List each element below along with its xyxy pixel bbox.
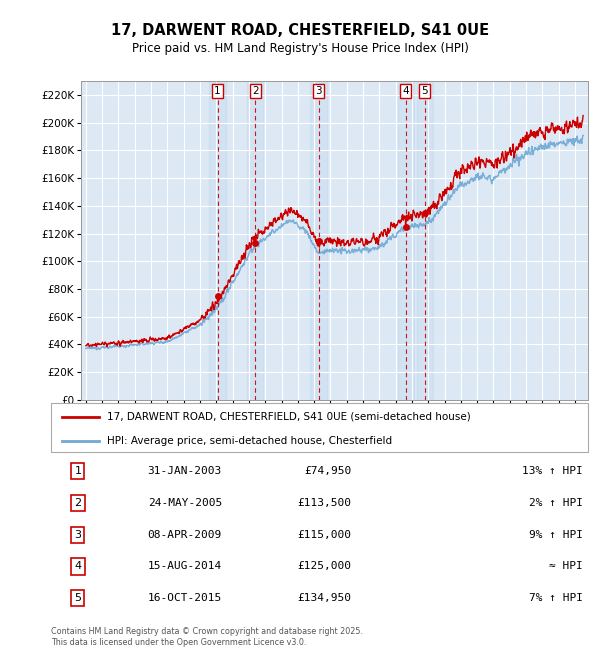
Text: HPI: Average price, semi-detached house, Chesterfield: HPI: Average price, semi-detached house,… xyxy=(107,436,392,446)
Text: 4: 4 xyxy=(403,86,409,96)
Text: 5: 5 xyxy=(422,86,428,96)
Text: 5: 5 xyxy=(74,593,82,603)
Text: 3: 3 xyxy=(74,530,82,540)
Text: 7% ↑ HPI: 7% ↑ HPI xyxy=(529,593,583,603)
Text: 3: 3 xyxy=(315,86,322,96)
Text: 2: 2 xyxy=(74,498,82,508)
FancyBboxPatch shape xyxy=(51,403,588,452)
Text: Price paid vs. HM Land Registry's House Price Index (HPI): Price paid vs. HM Land Registry's House … xyxy=(131,42,469,55)
Text: 13% ↑ HPI: 13% ↑ HPI xyxy=(522,466,583,476)
Text: Contains HM Land Registry data © Crown copyright and database right 2025.
This d: Contains HM Land Registry data © Crown c… xyxy=(51,627,363,647)
Bar xyxy=(310,81,326,400)
Text: 17, DARWENT ROAD, CHESTERFIELD, S41 0UE (semi-detached house): 17, DARWENT ROAD, CHESTERFIELD, S41 0UE … xyxy=(107,411,471,422)
Bar xyxy=(209,81,226,400)
Text: £115,000: £115,000 xyxy=(298,530,352,540)
Text: 2% ↑ HPI: 2% ↑ HPI xyxy=(529,498,583,508)
Text: 2: 2 xyxy=(252,86,259,96)
Text: 4: 4 xyxy=(74,562,82,571)
Text: 1: 1 xyxy=(74,466,82,476)
Text: £113,500: £113,500 xyxy=(298,498,352,508)
Bar xyxy=(416,81,433,400)
Text: 15-AUG-2014: 15-AUG-2014 xyxy=(148,562,222,571)
Text: £125,000: £125,000 xyxy=(298,562,352,571)
Text: 1: 1 xyxy=(214,86,221,96)
Text: 31-JAN-2003: 31-JAN-2003 xyxy=(148,466,222,476)
Text: ≈ HPI: ≈ HPI xyxy=(549,562,583,571)
Text: £134,950: £134,950 xyxy=(298,593,352,603)
Bar xyxy=(398,81,414,400)
Text: 9% ↑ HPI: 9% ↑ HPI xyxy=(529,530,583,540)
Text: 24-MAY-2005: 24-MAY-2005 xyxy=(148,498,222,508)
Text: £74,950: £74,950 xyxy=(304,466,352,476)
Text: 17, DARWENT ROAD, CHESTERFIELD, S41 0UE: 17, DARWENT ROAD, CHESTERFIELD, S41 0UE xyxy=(111,23,489,38)
Text: 16-OCT-2015: 16-OCT-2015 xyxy=(148,593,222,603)
Text: 08-APR-2009: 08-APR-2009 xyxy=(148,530,222,540)
Bar xyxy=(247,81,263,400)
